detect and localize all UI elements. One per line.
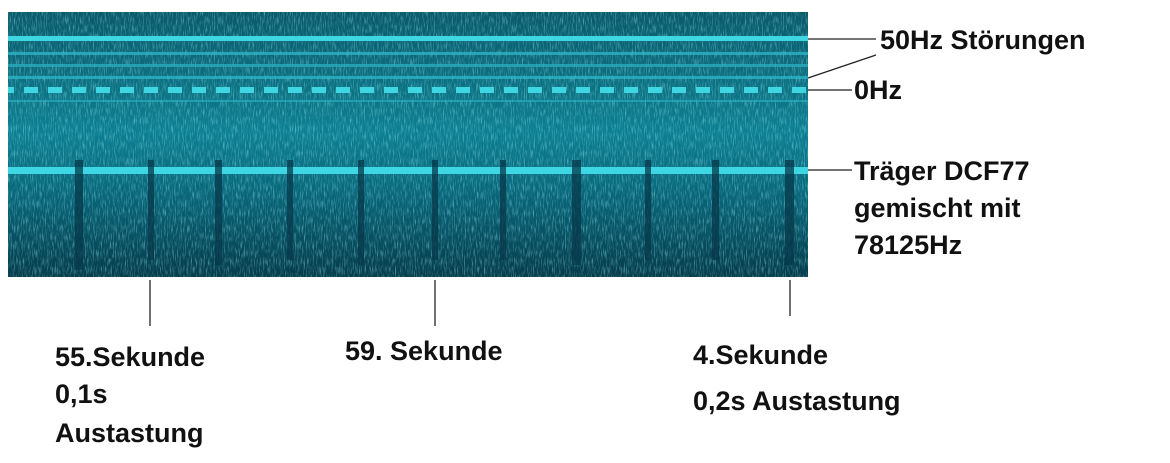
- spectrogram: [8, 12, 808, 277]
- label: 0,2s Austastung: [693, 386, 901, 416]
- label: 50Hz Störungen: [880, 25, 1086, 55]
- label: 0,1s: [55, 379, 108, 409]
- figure: 50Hz Störungen 0Hz Träger DCF77 gemischt…: [0, 0, 1170, 463]
- label: Träger DCF77: [854, 156, 1030, 186]
- label: Austastung: [55, 418, 204, 448]
- label: 59. Sekunde: [345, 336, 503, 366]
- label: gemischt mit: [854, 193, 1021, 223]
- label: 55.Sekunde: [55, 342, 205, 372]
- label: 4.Sekunde: [693, 340, 828, 370]
- label: 0Hz: [854, 75, 902, 105]
- label: 78125Hz: [854, 230, 962, 260]
